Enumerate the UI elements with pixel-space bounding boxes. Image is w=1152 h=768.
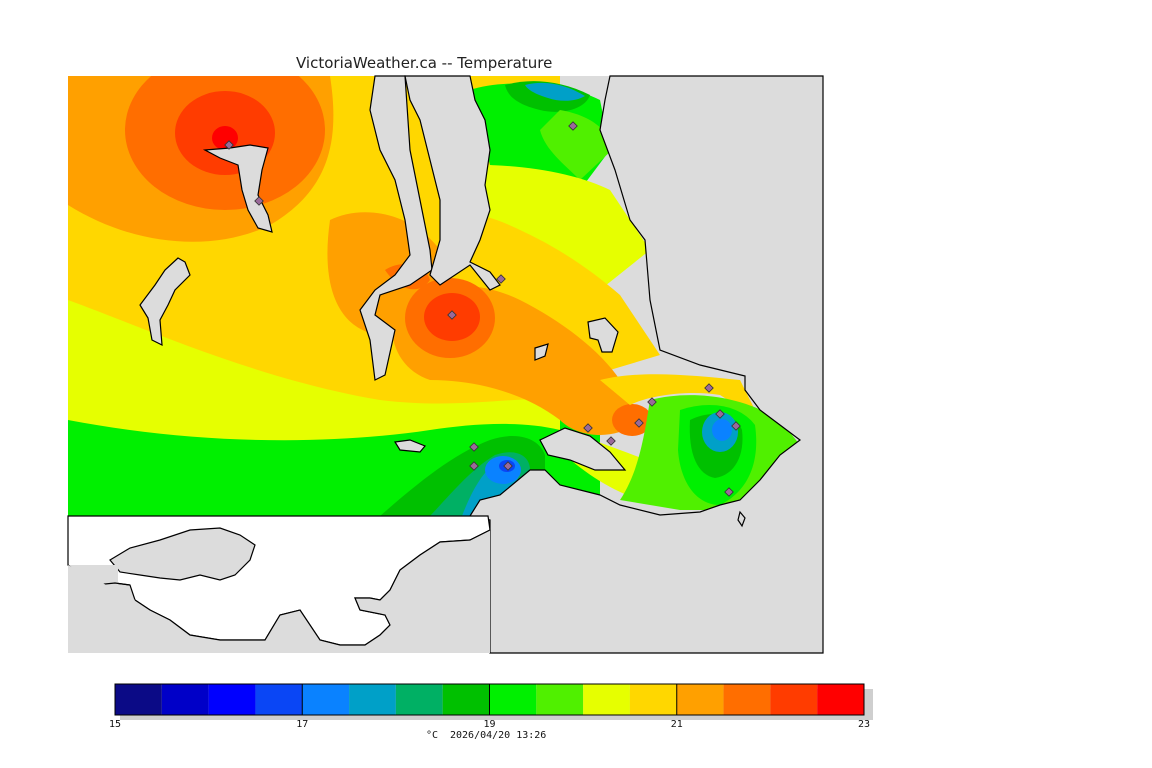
legend-bin [629,684,677,715]
outside-domain [67,515,491,653]
legend-bin [489,684,537,715]
legend-units: °C [426,730,438,741]
legend-bin [349,684,396,715]
legend-tick-label: 19 [483,719,495,730]
lakes [139,144,746,528]
legend-bin [817,684,864,715]
legend-bin [302,684,350,715]
legend-bin [442,684,490,715]
legend-bin [395,684,443,715]
legend-bin [536,684,584,715]
legend-bin [161,684,209,715]
water-overlay [359,75,824,654]
color-legend: 15 17 19 21 23 °C 2026/04/20 13:26 [109,683,873,741]
legend-tick-label: 17 [296,719,308,730]
legend-bin [208,684,256,715]
legend-timestamp: 2026/04/20 13:26 [450,730,546,741]
map-title: VictoriaWeather.ca -- Temperature [296,54,553,72]
legend-bin [583,684,630,715]
legend-bin [115,684,162,715]
legend-tick-label: 21 [671,719,683,730]
legend-bin [255,684,303,715]
legend-tick-label: 23 [858,719,870,730]
legend-tick-label: 15 [109,719,121,730]
station-markers [224,121,741,497]
legend-bin [723,684,771,715]
legend-bin [770,684,818,715]
legend-bins [115,684,864,715]
legend-ticks: 15 17 19 21 23 [109,684,870,730]
legend-bin [676,684,724,715]
